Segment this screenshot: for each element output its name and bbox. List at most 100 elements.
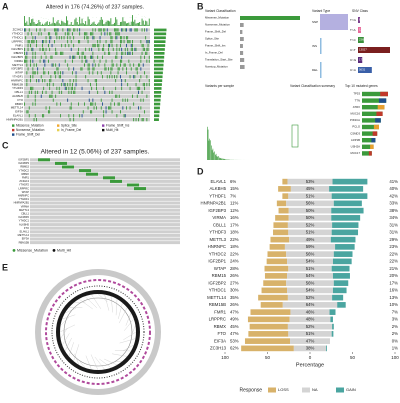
cell [101,28,102,31]
cell [121,52,122,55]
cell [127,48,128,51]
cell [127,52,128,55]
cell [42,40,43,43]
cell [42,114,43,117]
link [62,315,75,319]
cell [50,36,51,39]
type-label: DEL [312,68,318,72]
cell [94,67,95,70]
cell [92,44,93,47]
y-tick-label: FMR1 [214,309,226,314]
cell [95,44,96,47]
cell [58,28,59,31]
cell [138,91,139,94]
cell [48,44,49,47]
x-tick-label: 50 [350,355,356,360]
top-bar [76,18,77,26]
cell [36,118,37,121]
top-bar [72,25,73,26]
cell [126,28,127,31]
cell [73,79,74,82]
cell [119,48,120,51]
bar-segment [329,186,363,192]
cell [28,40,29,43]
cell [131,28,132,31]
cell [35,114,36,117]
y-tick-label: METTL14 [207,295,226,300]
cell [56,28,57,31]
y-tick-label: IGF2BP3 [208,208,226,213]
top-bar [74,19,75,26]
bar-segment [275,215,289,221]
sample-bar [226,159,227,160]
cell [115,36,116,39]
cell [79,32,80,35]
row-bar [154,114,159,117]
cell [32,36,33,39]
gene-label: EIF3A [22,237,29,241]
cell [70,36,71,39]
cell [140,99,141,102]
cell [115,95,116,98]
cell [38,158,50,161]
cell [97,71,98,74]
cell [55,162,67,165]
cell [116,63,117,66]
cell [122,99,123,102]
cell [31,48,32,51]
cell [130,52,131,55]
sample-bar [216,154,217,160]
cell [79,28,80,31]
row-bg [30,212,180,215]
cell [112,75,113,78]
cell [77,52,78,55]
cell [109,32,110,35]
legend-label: Frame_Shift_Ins [106,123,130,127]
bar-segment [332,193,368,199]
cell [133,102,134,105]
y-tick-label: VIRMA [212,215,226,220]
cell [55,52,56,55]
cell [28,110,29,113]
top-bar [46,22,47,26]
cell [116,36,117,39]
cell [79,56,80,59]
cell [122,106,123,109]
cell [104,91,105,94]
gene-label: METTL3 [19,208,30,212]
snv-count: 2368 [359,38,366,42]
row-bg [24,102,150,105]
bar-segment [282,179,287,185]
cell [133,63,134,66]
sample-bar [221,159,222,160]
cell [101,106,102,109]
cell [133,75,134,78]
row-bar [154,36,166,39]
cell [89,67,90,70]
bar-segment [331,208,363,214]
bar-segment [265,273,287,279]
top-bar [50,24,51,26]
cell [88,79,89,82]
cell [145,52,146,55]
cell [125,114,126,117]
row-bar [154,40,166,43]
cell [56,102,57,105]
cell [78,40,79,43]
cell [149,60,150,63]
bar-segment [263,280,286,286]
cell [55,95,56,98]
top-bar [142,19,143,26]
cell [70,83,71,86]
cell [118,102,119,105]
cell [59,87,60,90]
data-label: 51% [306,193,315,198]
gene-label: WTAP [22,190,30,194]
link [120,339,136,344]
bar-segment [331,237,356,243]
link [74,344,79,361]
cell [50,56,51,59]
cell [104,52,105,55]
legend-swatch [302,388,310,393]
cell [36,63,37,66]
